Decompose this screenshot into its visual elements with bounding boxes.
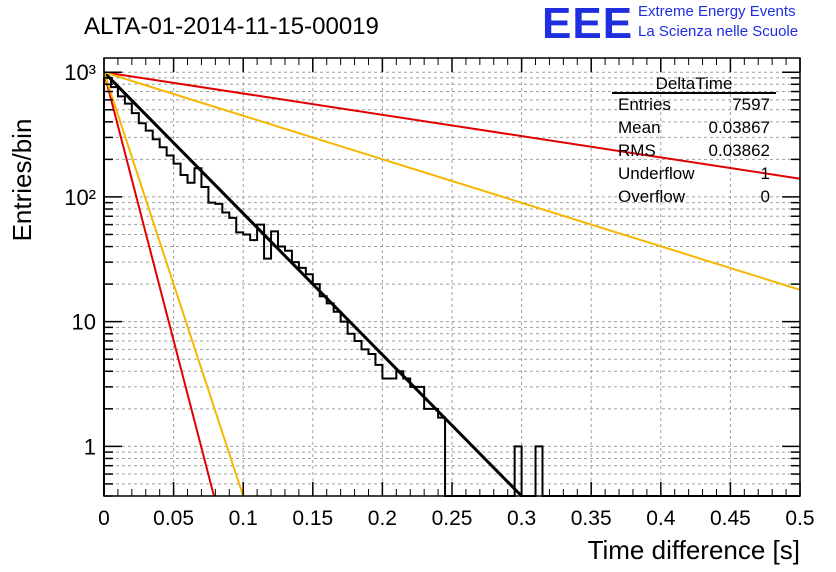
brand-line-2: La Scienza nelle Scuole <box>638 23 799 40</box>
y-axis-label: Entries/bin <box>7 119 37 242</box>
y-tick-label: 10² <box>64 185 96 210</box>
stats-value-rms: 0.03862 <box>709 141 770 160</box>
y-tick-label: 10 <box>72 310 96 335</box>
curve-3 <box>103 71 215 497</box>
brand-line-1: Extreme Energy Events <box>638 3 796 20</box>
stats-label-overflow: Overflow <box>618 187 686 206</box>
x-tick-label: 0.05 <box>153 507 194 530</box>
stats-value-underflow: 1 <box>761 164 770 183</box>
curve-1 <box>103 71 801 180</box>
stats-label-rms: RMS <box>618 141 656 160</box>
x-tick-label: 0.1 <box>229 507 258 530</box>
x-tick-label: 0.35 <box>571 507 612 530</box>
stats-value-entries: 7597 <box>732 95 770 114</box>
stats-value-mean: 0.03867 <box>709 118 770 137</box>
y-tick-label: 10³ <box>64 60 96 85</box>
x-tick-label: 0.15 <box>292 507 333 530</box>
y-tick-label: 1 <box>84 434 96 459</box>
x-tick-label: 0.25 <box>432 507 473 530</box>
x-tick-label: 0.45 <box>710 507 751 530</box>
x-tick-label: 0.4 <box>646 507 676 530</box>
stats-box: DeltaTime Entries 7597 Mean 0.03867 RMS 0.038… <box>612 74 776 206</box>
grid <box>104 58 800 496</box>
curve-0 <box>102 71 523 498</box>
stats-label-mean: Mean <box>618 118 661 137</box>
stats-title: DeltaTime <box>656 74 733 93</box>
tick-labels: 0 0.05 0.1 0.15 0.2 0.25 0.3 0.35 0.4 0.45 0.51101… <box>64 60 814 530</box>
curve-2 <box>103 71 801 291</box>
x-axis-label: Time difference [s] <box>588 535 800 565</box>
x-tick-label: 0.5 <box>785 507 814 530</box>
x-tick-label: 0.3 <box>507 507 536 530</box>
stats-label-underflow: Underflow <box>618 164 695 183</box>
axis-ticks <box>103 58 801 497</box>
stats-label-entries: Entries <box>618 95 671 114</box>
eee-logo: EEE <box>542 0 634 48</box>
stats-value-overflow: 0 <box>761 187 770 206</box>
fit-curves <box>102 71 801 498</box>
chart-title: ALTA-01-2014-11-15-00019 <box>84 13 379 40</box>
curve-4 <box>103 71 245 497</box>
x-tick-label: 0.2 <box>368 507 397 530</box>
x-tick-label: 0 <box>98 507 110 530</box>
